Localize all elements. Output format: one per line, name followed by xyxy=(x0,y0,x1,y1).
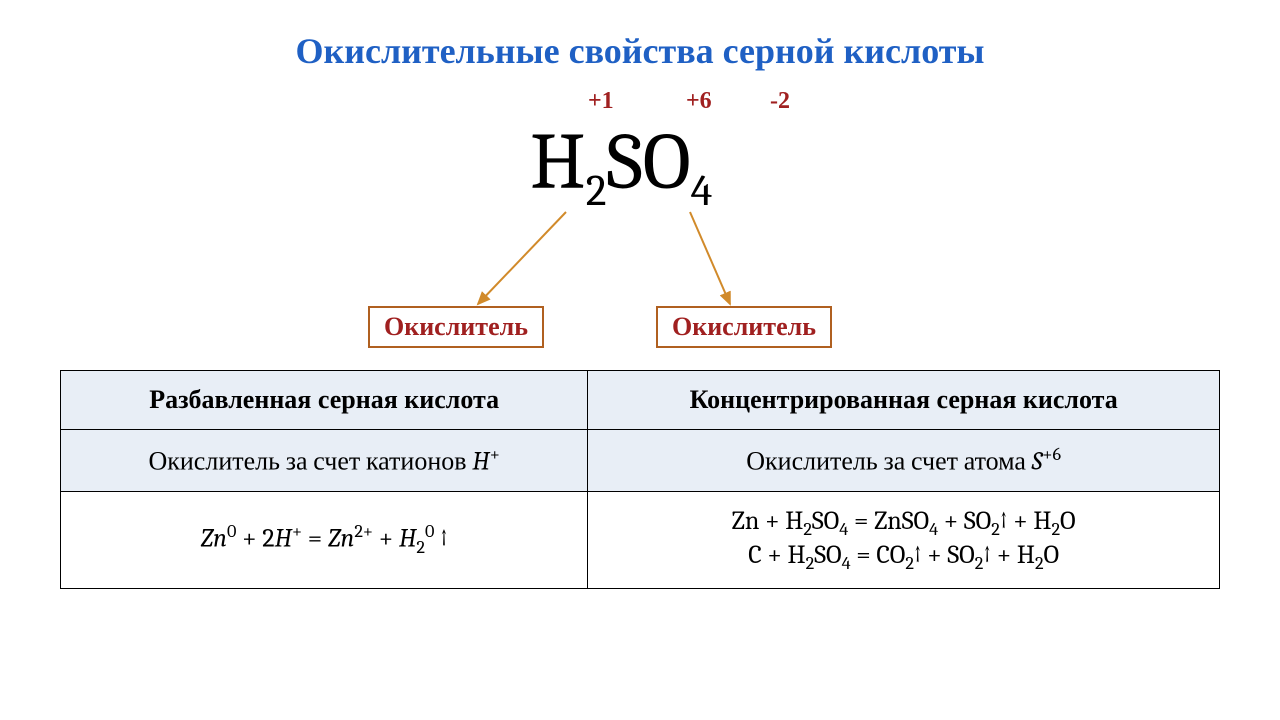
arrow-left xyxy=(478,212,566,304)
table-row: Zn0 + 2H+ = Zn2+ + H20 ↑ Zn + H2SO4 = Zn… xyxy=(61,491,1220,588)
col-header-dilute: Разбавленная серная кислота xyxy=(61,371,588,430)
main-formula: H2SO4 xyxy=(530,116,712,216)
cell-conc-desc: Окислитель за счет атома S+6 xyxy=(588,430,1220,492)
table-body: Окислитель за счет катионов H+ Окислител… xyxy=(61,430,1220,589)
formula-area: +1 +6 -2 H2SO4 Окислитель Окислитель xyxy=(260,82,1020,362)
page-title: Окислительные свойства серной кислоты xyxy=(60,30,1220,72)
oxidation-state-h: +1 xyxy=(588,88,614,115)
table-header-row: Разбавленная серная кислота Концентриров… xyxy=(61,371,1220,430)
slide: Окислительные свойства серной кислоты +1… xyxy=(0,0,1280,720)
cell-dilute-eq: Zn0 + 2H+ = Zn2+ + H20 ↑ xyxy=(61,491,588,588)
oxidation-state-o: -2 xyxy=(770,88,790,115)
col-header-conc: Концентрированная серная кислота xyxy=(588,371,1220,430)
oxidizer-label-left: Окислитель xyxy=(368,306,544,348)
cell-dilute-desc: Окислитель за счет катионов H+ xyxy=(61,430,588,492)
comparison-table: Разбавленная серная кислота Концентриров… xyxy=(60,370,1220,589)
table-row: Окислитель за счет катионов H+ Окислител… xyxy=(61,430,1220,492)
arrow-right xyxy=(690,212,730,304)
formula-text: H2SO4 xyxy=(530,116,712,208)
oxidation-state-s: +6 xyxy=(686,88,712,115)
oxidizer-label-right: Окислитель xyxy=(656,306,832,348)
cell-conc-eq: Zn + H2SO4 = ZnSO4 + SO2↑ + H2OC + H2SO4… xyxy=(588,491,1220,588)
